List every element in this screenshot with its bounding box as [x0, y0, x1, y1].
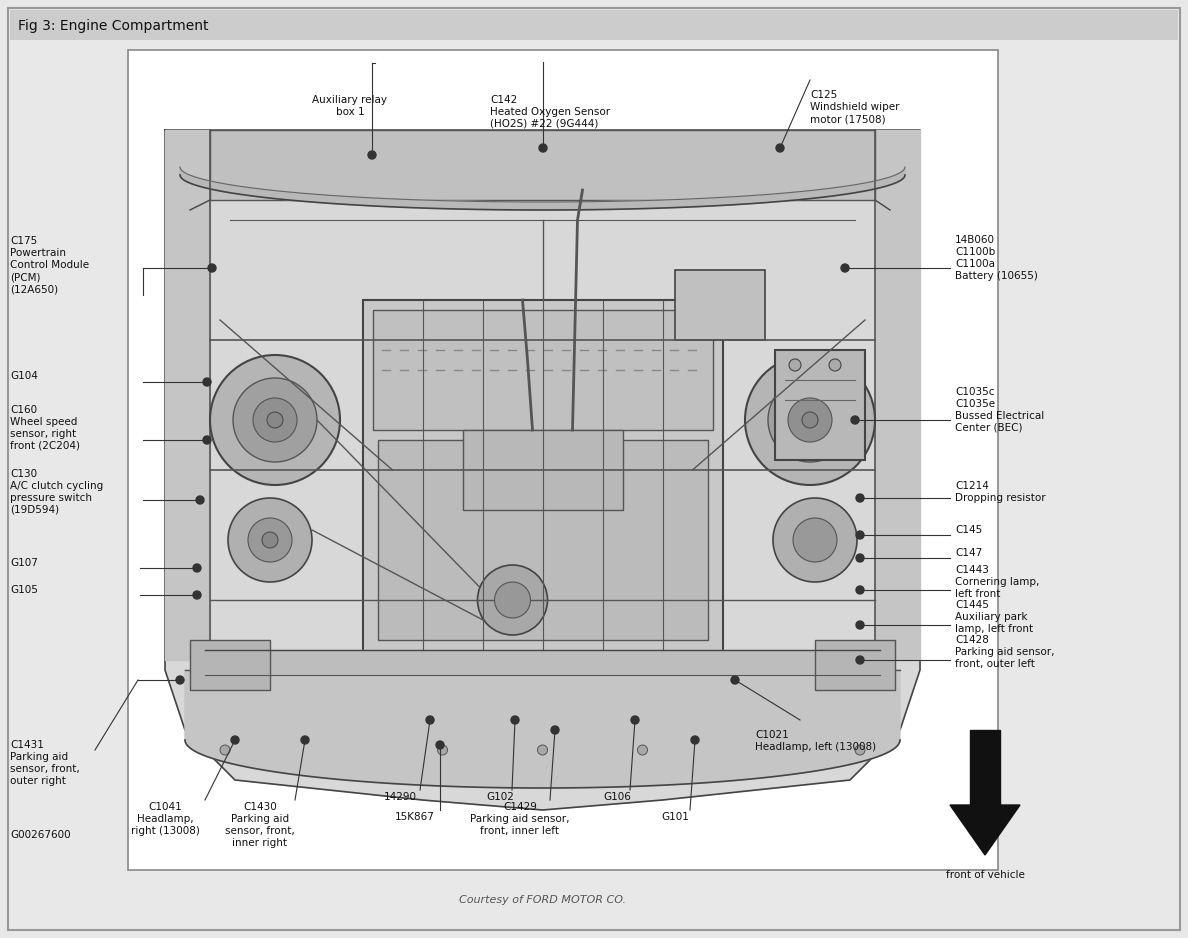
- Circle shape: [301, 736, 309, 744]
- Text: Fig 3: Engine Compartment: Fig 3: Engine Compartment: [18, 19, 209, 33]
- Circle shape: [511, 716, 519, 724]
- Bar: [462, 430, 623, 510]
- Polygon shape: [165, 130, 920, 810]
- Text: 15K867: 15K867: [396, 812, 435, 822]
- Bar: [373, 310, 713, 430]
- Circle shape: [437, 745, 448, 755]
- Text: C125
Windshield wiper
motor (17508): C125 Windshield wiper motor (17508): [810, 90, 899, 124]
- Circle shape: [857, 494, 864, 502]
- Text: G106: G106: [604, 792, 631, 802]
- Circle shape: [802, 412, 819, 428]
- Polygon shape: [876, 130, 920, 660]
- Text: C1214
Dropping resistor: C1214 Dropping resistor: [955, 481, 1045, 503]
- Text: C175
Powertrain
Control Module
(PCM)
(12A650): C175 Powertrain Control Module (PCM) (12…: [10, 236, 89, 294]
- Bar: [775, 350, 865, 460]
- Bar: [969, 730, 1000, 805]
- Bar: [378, 440, 708, 640]
- Polygon shape: [165, 130, 210, 660]
- Text: C1035c
C1035e
Bussed Electrical
Center (BEC): C1035c C1035e Bussed Electrical Center (…: [955, 387, 1044, 433]
- Circle shape: [426, 716, 434, 724]
- Circle shape: [253, 398, 297, 442]
- Circle shape: [857, 531, 864, 539]
- Circle shape: [228, 498, 312, 582]
- Text: C130
A/C clutch cycling
pressure switch
(19D594): C130 A/C clutch cycling pressure switch …: [10, 469, 103, 515]
- Text: C1428
Parking aid sensor,
front, outer left: C1428 Parking aid sensor, front, outer l…: [955, 635, 1055, 669]
- Text: C1429
Parking aid sensor,
front, inner left: C1429 Parking aid sensor, front, inner l…: [470, 802, 570, 836]
- Text: C1431
Parking aid
sensor, front,
outer right: C1431 Parking aid sensor, front, outer r…: [10, 740, 80, 786]
- Circle shape: [551, 726, 560, 734]
- Text: G105: G105: [10, 585, 38, 595]
- Circle shape: [691, 736, 699, 744]
- Circle shape: [478, 565, 548, 635]
- Text: C1021
Headlamp, left (13008): C1021 Headlamp, left (13008): [756, 730, 876, 752]
- Text: G101: G101: [661, 812, 689, 822]
- Polygon shape: [950, 805, 1020, 855]
- Circle shape: [203, 378, 211, 386]
- Circle shape: [857, 621, 864, 629]
- Bar: [815, 640, 895, 690]
- Circle shape: [767, 378, 852, 462]
- Circle shape: [233, 378, 317, 462]
- Circle shape: [776, 144, 784, 152]
- Text: C1445
Auxiliary park
lamp, left front: C1445 Auxiliary park lamp, left front: [955, 600, 1034, 634]
- Circle shape: [841, 264, 849, 272]
- Circle shape: [631, 716, 639, 724]
- Circle shape: [208, 264, 216, 272]
- Text: G104: G104: [10, 371, 38, 381]
- Circle shape: [436, 741, 444, 749]
- Circle shape: [789, 359, 801, 371]
- Text: G00267600: G00267600: [10, 830, 70, 840]
- Text: Courtesy of FORD MOTOR CO.: Courtesy of FORD MOTOR CO.: [459, 895, 626, 905]
- Circle shape: [829, 359, 841, 371]
- Text: G102: G102: [486, 792, 514, 802]
- Circle shape: [263, 532, 278, 548]
- Circle shape: [494, 582, 531, 618]
- Circle shape: [788, 398, 832, 442]
- Circle shape: [857, 656, 864, 664]
- Circle shape: [192, 564, 201, 572]
- Bar: [10, 10, 1178, 40]
- Polygon shape: [181, 167, 905, 210]
- Circle shape: [267, 412, 283, 428]
- Circle shape: [210, 355, 340, 485]
- Circle shape: [220, 745, 230, 755]
- Polygon shape: [210, 130, 876, 200]
- Text: C1430
Parking aid
sensor, front,
inner right: C1430 Parking aid sensor, front, inner r…: [225, 802, 295, 848]
- Circle shape: [203, 436, 211, 444]
- Circle shape: [745, 355, 876, 485]
- Text: C147: C147: [955, 548, 982, 558]
- Circle shape: [230, 736, 239, 744]
- Circle shape: [176, 676, 184, 684]
- Bar: [675, 270, 765, 340]
- Bar: [128, 50, 998, 870]
- Bar: [362, 300, 722, 680]
- Polygon shape: [206, 650, 880, 675]
- Circle shape: [731, 676, 739, 684]
- Text: C1041
Headlamp,
right (13008): C1041 Headlamp, right (13008): [131, 802, 200, 836]
- Circle shape: [851, 416, 859, 424]
- Circle shape: [537, 745, 548, 755]
- Text: C1443
Cornering lamp,
left front: C1443 Cornering lamp, left front: [955, 565, 1040, 599]
- Circle shape: [855, 745, 865, 755]
- Polygon shape: [185, 670, 901, 788]
- Text: C160
Wheel speed
sensor, right
front (2C204): C160 Wheel speed sensor, right front (2C…: [10, 405, 80, 451]
- Text: C142
Heated Oxygen Sensor
(HO2S) #22 (9G444): C142 Heated Oxygen Sensor (HO2S) #22 (9G…: [489, 95, 611, 129]
- Text: Auxiliary relay
box 1: Auxiliary relay box 1: [312, 95, 387, 117]
- Bar: [190, 640, 270, 690]
- Text: 14290: 14290: [384, 792, 417, 802]
- Circle shape: [368, 151, 375, 159]
- Circle shape: [248, 518, 292, 562]
- Circle shape: [857, 554, 864, 562]
- Circle shape: [539, 144, 546, 152]
- Text: 14B060
C1100b
C1100a
Battery (10655): 14B060 C1100b C1100a Battery (10655): [955, 235, 1038, 281]
- Text: front of vehicle: front of vehicle: [946, 870, 1024, 880]
- Text: C145: C145: [955, 525, 982, 535]
- Circle shape: [794, 518, 838, 562]
- Circle shape: [638, 745, 647, 755]
- Text: G107: G107: [10, 558, 38, 568]
- Circle shape: [773, 498, 857, 582]
- Circle shape: [857, 586, 864, 594]
- Circle shape: [196, 496, 204, 504]
- Circle shape: [192, 591, 201, 599]
